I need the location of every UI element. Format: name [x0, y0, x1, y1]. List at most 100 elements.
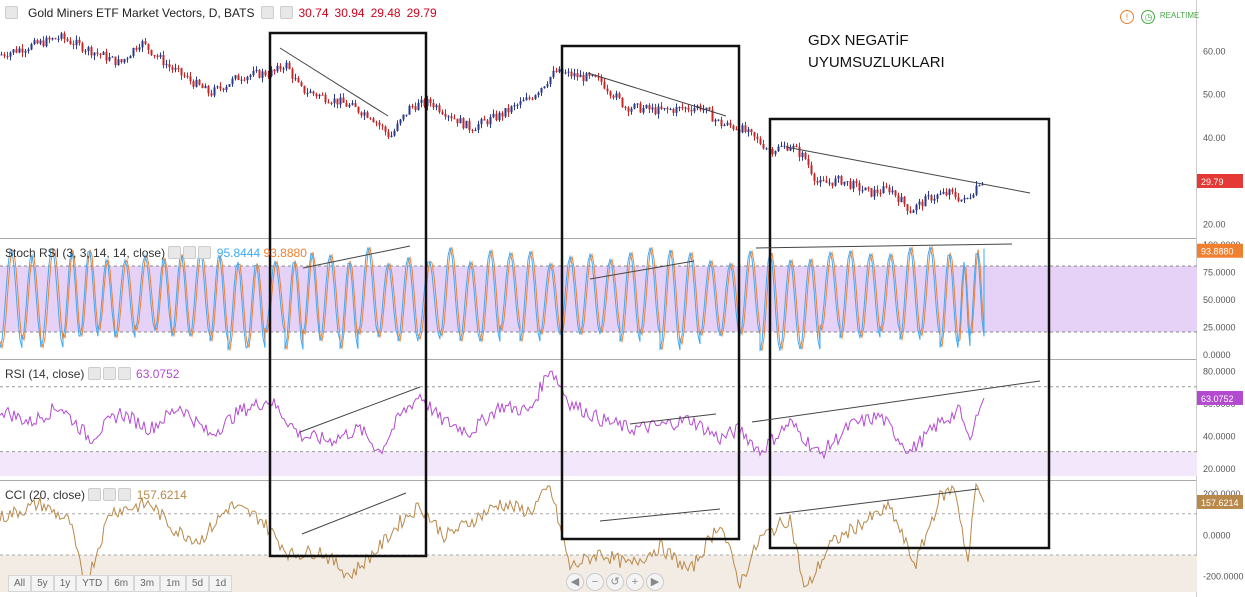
- price-candle-body: [807, 158, 810, 166]
- price-candle-body: [87, 47, 90, 51]
- settings-icon[interactable]: [102, 367, 116, 380]
- price-candle-body: [534, 95, 537, 100]
- zoom-in-button[interactable]: +: [626, 573, 644, 591]
- rsi-axis-tick-label: 80.0000: [1203, 366, 1236, 376]
- alert-icon[interactable]: !: [1120, 10, 1134, 24]
- price-candle-body: [495, 113, 498, 121]
- price-candle-body: [51, 38, 54, 40]
- price-candle-body: [966, 197, 969, 199]
- stoch-trendline: [302, 245, 411, 269]
- price-candle-body: [675, 107, 678, 113]
- price-candle-body: [525, 97, 528, 101]
- price-candle-body: [420, 99, 423, 103]
- price-candle-body: [6, 55, 9, 57]
- price-candle-body: [633, 104, 636, 109]
- close-icon[interactable]: [198, 246, 212, 259]
- price-candle-body: [285, 62, 288, 69]
- price-candle-body: [906, 204, 909, 211]
- price-candle-body: [579, 74, 582, 78]
- price-candle-body: [708, 107, 711, 110]
- price-candle-body: [858, 183, 861, 191]
- zoom-out-button[interactable]: −: [586, 573, 604, 591]
- price-candle-body: [978, 185, 981, 187]
- divergence-box: [560, 44, 741, 541]
- range-button-1y[interactable]: 1y: [53, 575, 77, 592]
- price-candle-body: [198, 79, 201, 85]
- price-candle-body: [255, 70, 258, 72]
- price-candle-body: [438, 105, 441, 112]
- price-candle-body: [969, 197, 972, 199]
- eye-icon[interactable]: [87, 367, 101, 380]
- price-candle-body: [885, 186, 888, 188]
- price-candle-body: [42, 40, 45, 47]
- price-candle-body: [630, 108, 633, 112]
- price-candle-body: [447, 116, 450, 118]
- range-button-5y[interactable]: 5y: [31, 575, 54, 592]
- price-candle-body: [591, 75, 594, 77]
- price-candle-body: [879, 192, 882, 194]
- price-candle-body: [903, 196, 906, 205]
- price-candle-body: [933, 198, 936, 201]
- range-button-ytd[interactable]: YTD: [76, 575, 109, 592]
- price-candle-body: [270, 69, 273, 77]
- scroll-left-button[interactable]: ◀: [566, 573, 584, 591]
- settings-icon[interactable]: [103, 488, 117, 501]
- close-icon[interactable]: [117, 367, 131, 380]
- eye-icon[interactable]: [88, 488, 102, 501]
- price-candle-body: [570, 71, 573, 77]
- price-candle-body: [69, 40, 72, 45]
- price-candle-body: [762, 144, 765, 149]
- price-candle-body: [573, 73, 576, 77]
- price-candle-body: [492, 113, 495, 118]
- range-button-6m[interactable]: 6m: [108, 575, 135, 592]
- price-candle-body: [312, 91, 315, 94]
- price-candle-body: [378, 122, 381, 126]
- price-candle-body: [834, 178, 837, 186]
- stoch-badge: 93.8880: [1201, 247, 1234, 257]
- price-candle-body: [636, 103, 639, 105]
- price-candle-body: [519, 101, 522, 105]
- price-candle-body: [396, 123, 399, 131]
- settings-icon[interactable]: [279, 6, 293, 19]
- price-candle-body: [891, 190, 894, 193]
- price-candle-body: [759, 138, 762, 145]
- price-candle-body: [876, 189, 879, 193]
- price-candle-body: [909, 210, 912, 213]
- range-button-3m[interactable]: 3m: [134, 575, 161, 592]
- price-candle-body: [717, 119, 720, 121]
- range-button-all[interactable]: All: [8, 575, 32, 592]
- price-candle-body: [681, 106, 684, 109]
- stoch-trendline: [755, 243, 1013, 249]
- price-candle-body: [468, 120, 471, 131]
- price-candle-body: [342, 97, 345, 103]
- price-candle-body: [261, 71, 264, 78]
- range-button-1d[interactable]: 1d: [209, 575, 233, 592]
- price-candle-body: [936, 194, 939, 199]
- reset-button[interactable]: ↺: [606, 573, 624, 591]
- range-button-5d[interactable]: 5d: [185, 575, 210, 592]
- price-candle-body: [165, 64, 168, 66]
- expand-icon[interactable]: [5, 6, 18, 19]
- price-candle-body: [501, 112, 504, 117]
- price-candle-body: [375, 122, 378, 124]
- close-icon[interactable]: [118, 488, 132, 501]
- range-button-1m[interactable]: 1m: [160, 575, 186, 592]
- price-candle-body: [351, 103, 354, 105]
- eye-icon[interactable]: [168, 246, 182, 259]
- price-candle-body: [402, 114, 405, 120]
- price-candle-body: [399, 119, 402, 124]
- price-candle-body: [594, 75, 597, 77]
- settings-icon[interactable]: [183, 246, 197, 259]
- price-candle-body: [387, 131, 390, 137]
- cci-title: CCI (20, close): [5, 488, 86, 502]
- price-candle-body: [201, 84, 204, 89]
- price-candle-body: [9, 52, 12, 57]
- price-candle-body: [318, 94, 321, 97]
- rsi-axis-tick-label: 40.0000: [1203, 431, 1236, 441]
- eye-icon[interactable]: [260, 6, 274, 19]
- scroll-right-button[interactable]: ▶: [646, 573, 664, 591]
- realtime-indicator: ! ◷ REALTIME: [1120, 7, 1199, 25]
- price-candle-body: [657, 106, 660, 115]
- stoch-axis-tick-label: 75.0000: [1203, 268, 1236, 278]
